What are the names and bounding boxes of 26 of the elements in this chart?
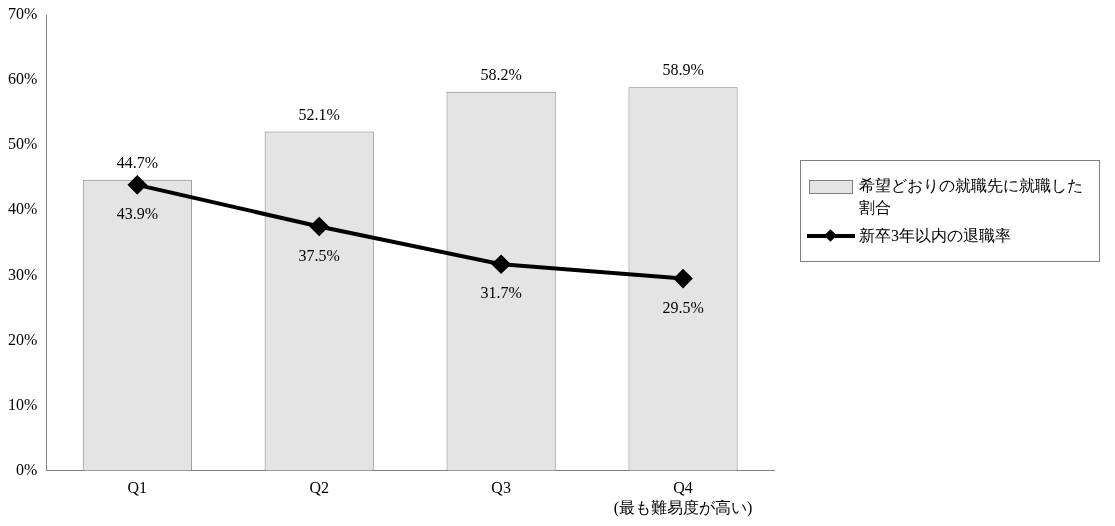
legend-label: 新卒3年以内の退職率 bbox=[859, 226, 1011, 246]
y-tick-label: 50% bbox=[8, 135, 38, 153]
x-tick-label: Q1 bbox=[127, 479, 148, 497]
x-tick-label: Q2 bbox=[309, 479, 329, 497]
legend-label: 希望どおりの就職先に就職した割合 bbox=[859, 176, 1084, 218]
data-label: 31.7% bbox=[480, 284, 522, 302]
y-tick-label: 20% bbox=[8, 330, 38, 348]
y-tick-label: 10% bbox=[8, 395, 38, 413]
data-label: 43.9% bbox=[116, 205, 158, 223]
data-label: 29.5% bbox=[662, 298, 704, 316]
point bbox=[310, 217, 329, 236]
point bbox=[674, 269, 693, 288]
point bbox=[128, 175, 147, 194]
data-label: 58.2% bbox=[480, 66, 522, 83]
y-tick-label: 60% bbox=[8, 70, 38, 88]
y-tick-label: 30% bbox=[8, 265, 38, 283]
y-tick-label: 40% bbox=[8, 200, 38, 218]
data-label: 44.7% bbox=[116, 153, 158, 171]
data-label: 37.5% bbox=[298, 246, 340, 264]
data-label: 52.1% bbox=[298, 105, 340, 123]
data-label: 58.9% bbox=[662, 61, 704, 79]
x-tick-label: Q4 (最も難易度が高い) bbox=[613, 479, 753, 517]
point bbox=[492, 255, 511, 274]
x-tick-label: Q3 bbox=[491, 479, 511, 497]
y-tick-label: 0% bbox=[16, 460, 38, 478]
y-tick-label: 70% bbox=[8, 5, 38, 23]
